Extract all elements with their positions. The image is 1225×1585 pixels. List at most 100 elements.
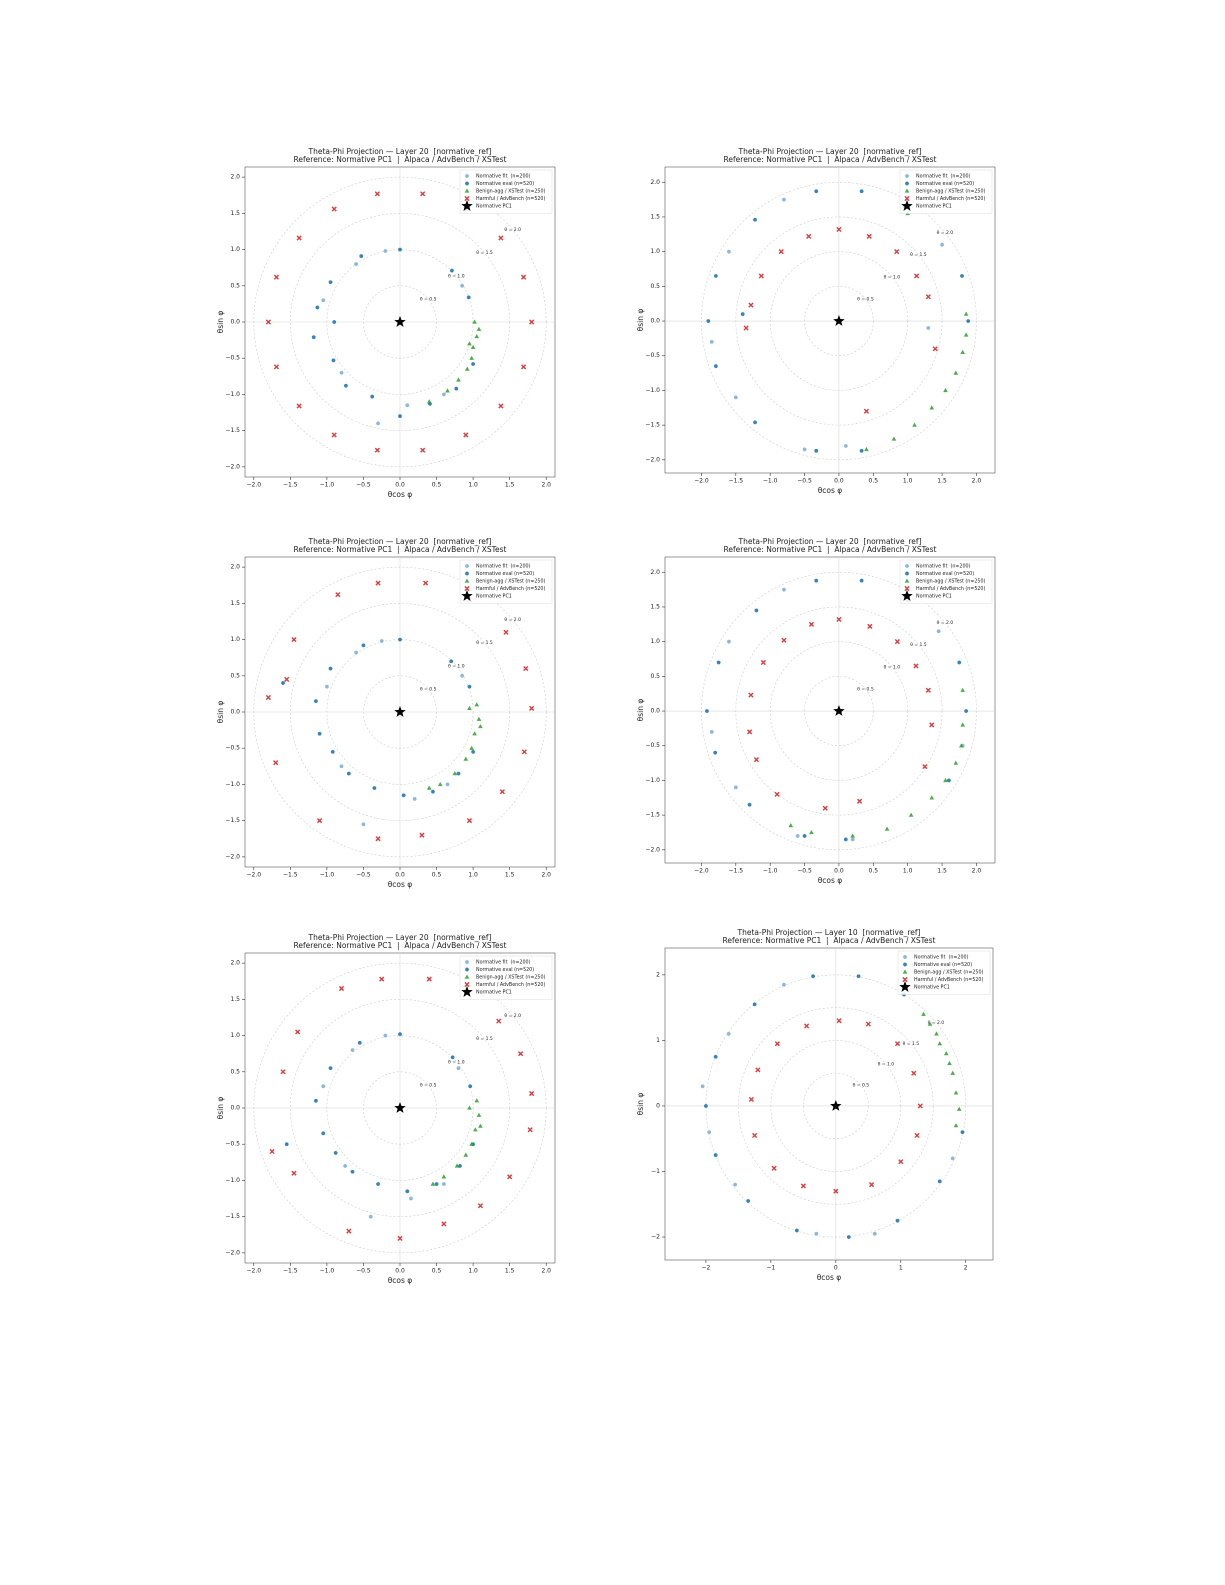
- legend-marker: [464, 967, 470, 972]
- data-point: [833, 315, 845, 326]
- legend-label: Benign-agg / XSTest (n=250): [916, 189, 986, 195]
- data-point: [868, 1182, 875, 1188]
- y-axis-label: θsin φ: [216, 1097, 225, 1120]
- data-point: [520, 274, 527, 280]
- y-tick-label: −1.5: [225, 1213, 240, 1220]
- data-point: [960, 722, 965, 727]
- data-point: [518, 1051, 524, 1057]
- legend-marker: [901, 590, 913, 601]
- theta-ring: [804, 676, 874, 747]
- data-point: [713, 273, 719, 279]
- x-tick-label: −1.0: [320, 872, 335, 879]
- ring-label: θ = 2.0: [928, 1020, 945, 1026]
- data-point: [713, 1054, 718, 1060]
- legend-marker: [464, 974, 470, 979]
- legend-label: Benign-agg / XSTest (n=250): [476, 579, 546, 585]
- data-point: [328, 1065, 333, 1071]
- data-point: [280, 1069, 286, 1075]
- x-tick-label: 1.0: [903, 478, 913, 485]
- legend-label: Harmful / AdvBench (n=520): [476, 196, 545, 202]
- y-tick-label: −1.0: [225, 781, 240, 788]
- legend-label: Normative PC1: [914, 985, 950, 991]
- data-point: [269, 1148, 275, 1155]
- x-tick-label: 1.0: [903, 868, 913, 875]
- y-tick-label: 0.0: [230, 1105, 240, 1112]
- data-point: [338, 985, 345, 992]
- data-point: [814, 1231, 819, 1237]
- x-tick-label: 0.5: [869, 478, 879, 485]
- data-point: [405, 402, 410, 408]
- data-point: [926, 325, 931, 331]
- chart-subtitle: Reference: Normative PC1 | Alpaca / AdvB…: [294, 941, 507, 950]
- data-point: [498, 403, 504, 409]
- chart-subtitle: Reference: Normative PC1 | Alpaca / AdvB…: [294, 545, 507, 554]
- data-point: [956, 1106, 962, 1111]
- data-point: [459, 673, 465, 679]
- data-point: [850, 837, 855, 842]
- legend-label: Normative eval (n=520): [916, 571, 974, 577]
- legend-label: Normative PC1: [476, 204, 512, 210]
- y-tick-label: 0.0: [230, 709, 240, 716]
- data-point: [335, 592, 341, 598]
- ring-label: θ = 1.0: [878, 1062, 895, 1068]
- x-tick-label: 2: [964, 1265, 968, 1272]
- data-point: [284, 1141, 289, 1147]
- theta-ring: [738, 1007, 934, 1205]
- data-point: [467, 1083, 473, 1089]
- data-point: [865, 1021, 871, 1027]
- data-point: [346, 771, 352, 776]
- data-point: [476, 1112, 482, 1117]
- data-point: [911, 1070, 917, 1076]
- legend-marker: [464, 578, 470, 583]
- y-tick-label: 0.5: [230, 1068, 240, 1075]
- data-point: [426, 976, 432, 982]
- chart-panel: Theta-Phi Projection — Layer 10 [normati…: [636, 928, 994, 1282]
- data-point: [379, 976, 385, 982]
- x-tick-label: −1.5: [283, 1268, 298, 1275]
- data-point: [960, 1129, 965, 1135]
- data-point: [397, 637, 403, 642]
- data-point: [856, 798, 863, 804]
- data-point: [311, 334, 317, 340]
- y-tick-label: 1: [656, 1037, 660, 1044]
- legend-marker: [461, 986, 473, 997]
- data-point: [507, 1174, 513, 1180]
- data-point: [456, 771, 461, 776]
- data-point: [408, 1196, 414, 1201]
- x-tick-label: 0.0: [395, 872, 405, 879]
- data-point: [412, 796, 417, 802]
- legend-marker: [902, 954, 908, 960]
- data-point: [375, 580, 381, 586]
- data-point: [846, 1234, 852, 1240]
- data-point: [445, 388, 450, 393]
- y-tick-label: 2.0: [230, 174, 240, 181]
- ring-label: θ = 2.0: [504, 617, 521, 623]
- legend-label: Harmful / AdvBench (n=520): [914, 977, 983, 983]
- y-tick-label: 0.5: [650, 673, 660, 680]
- legend-marker: [461, 200, 473, 211]
- data-point: [788, 823, 794, 828]
- legend-box: [459, 559, 553, 604]
- chart-subtitle: Reference: Normative PC1 | Alpaca / AdvB…: [723, 936, 936, 945]
- data-point: [420, 447, 426, 453]
- data-point: [706, 1129, 712, 1135]
- data-point: [441, 1221, 447, 1227]
- data-point: [467, 684, 472, 689]
- data-point: [774, 1041, 780, 1047]
- x-tick-label: 1: [899, 1265, 903, 1272]
- x-tick-label: −1.5: [283, 872, 298, 879]
- data-point: [445, 782, 450, 787]
- data-point: [894, 1041, 901, 1047]
- data-point: [813, 578, 819, 583]
- data-point: [894, 249, 900, 255]
- data-point: [895, 1218, 900, 1223]
- x-tick-label: 0: [834, 1265, 838, 1272]
- data-point: [350, 1169, 355, 1175]
- data-point: [925, 687, 931, 693]
- data-point: [265, 319, 271, 325]
- data-point: [467, 341, 472, 346]
- chart-panel: Theta-Phi Projection — Layer 20 [normati…: [216, 537, 556, 889]
- data-point: [943, 1051, 949, 1056]
- data-point: [752, 217, 758, 223]
